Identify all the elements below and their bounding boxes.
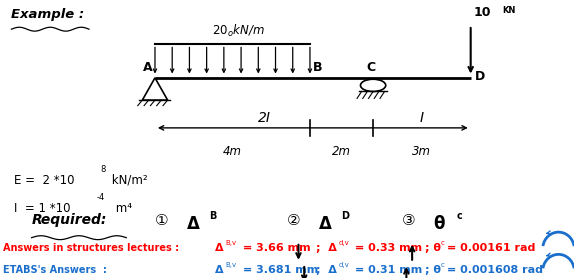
Text: KN: KN — [502, 6, 515, 15]
Text: c: c — [441, 262, 445, 268]
Text: ②: ② — [287, 213, 301, 228]
Text: = 0.001608 rad: = 0.001608 rad — [447, 265, 542, 275]
Text: = 0.31 mm: = 0.31 mm — [355, 265, 422, 275]
Text: ;  Δ: ; Δ — [316, 243, 336, 253]
Text: I: I — [420, 111, 424, 125]
Text: c: c — [441, 240, 445, 246]
Text: θ: θ — [433, 215, 445, 234]
Text: = 0.00161 rad: = 0.00161 rad — [447, 243, 535, 253]
Text: kN/m²: kN/m² — [108, 174, 148, 187]
Text: B,v: B,v — [226, 262, 236, 268]
Text: Δ: Δ — [215, 243, 224, 253]
Text: m⁴: m⁴ — [112, 202, 132, 215]
Text: D: D — [475, 70, 486, 83]
Text: 8: 8 — [100, 165, 106, 174]
Text: -4: -4 — [96, 193, 104, 202]
Text: 3m: 3m — [412, 145, 432, 158]
Text: d,v: d,v — [339, 240, 350, 246]
Text: C: C — [366, 61, 375, 74]
Text: Answers in structures lectures :: Answers in structures lectures : — [3, 243, 179, 253]
Text: Δ: Δ — [319, 215, 331, 234]
Text: B: B — [210, 211, 217, 221]
Text: Δ: Δ — [187, 215, 199, 234]
Text: 2m: 2m — [332, 145, 351, 158]
Text: ①: ① — [155, 213, 169, 228]
Text: ETABS's Answers  :: ETABS's Answers : — [3, 265, 107, 275]
Text: = 3.66 mm: = 3.66 mm — [243, 243, 311, 253]
Text: = 0.33 mm: = 0.33 mm — [355, 243, 422, 253]
Text: 2I: 2I — [258, 111, 270, 125]
Text: Δ: Δ — [215, 265, 224, 275]
Text: c: c — [456, 211, 462, 221]
Text: B: B — [313, 61, 323, 74]
Text: I  = 1 *10: I = 1 *10 — [14, 202, 71, 215]
Text: A: A — [142, 61, 152, 74]
Text: ③: ③ — [402, 213, 416, 228]
Text: ;  Δ: ; Δ — [316, 265, 336, 275]
Text: D: D — [342, 211, 350, 221]
Text: Example :: Example : — [11, 8, 84, 21]
Text: B,v: B,v — [226, 240, 236, 246]
Text: 4m: 4m — [223, 145, 242, 158]
Text: ; θ: ; θ — [425, 243, 441, 253]
Text: 10: 10 — [474, 6, 491, 19]
Text: E =  2 *10: E = 2 *10 — [14, 174, 75, 187]
Text: Required:: Required: — [32, 213, 107, 227]
Text: $20_o$kN/m: $20_o$kN/m — [212, 23, 265, 39]
Text: = 3.681 mm: = 3.681 mm — [243, 265, 318, 275]
Text: ; θ: ; θ — [425, 265, 441, 275]
Text: d,v: d,v — [339, 262, 350, 268]
